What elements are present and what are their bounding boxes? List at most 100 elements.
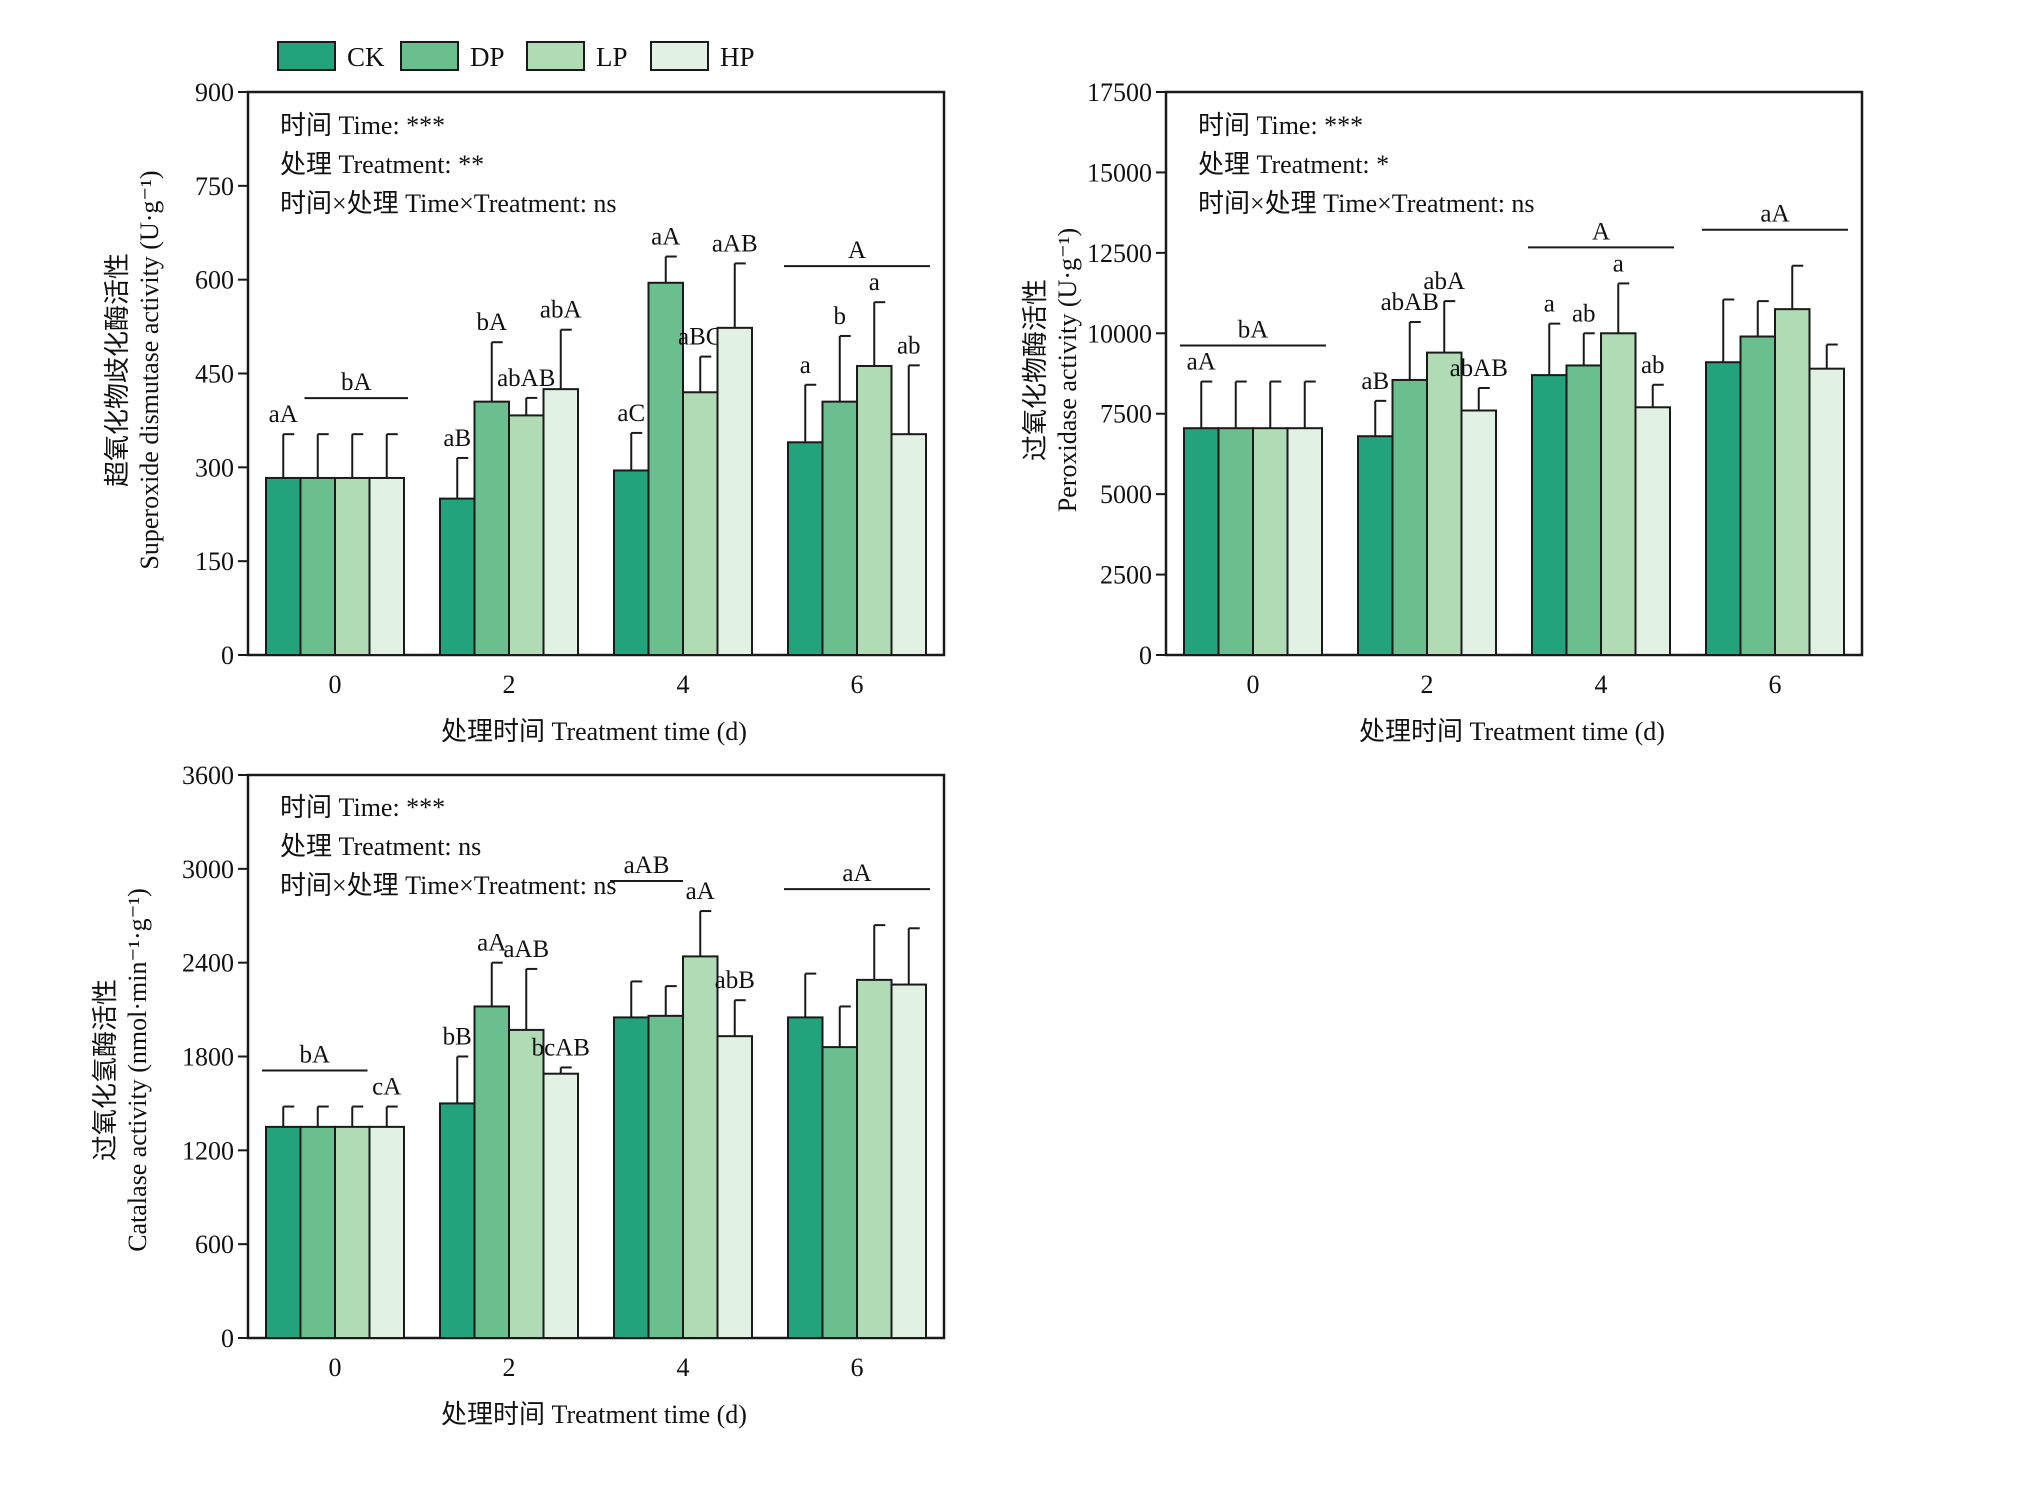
legend-swatch-ck <box>277 41 336 71</box>
chart-3-group-label: aAB <box>624 852 670 879</box>
chart-2-bar-hp <box>1808 367 1845 656</box>
chart-2-plot-frame <box>1164 90 1864 657</box>
chart-3-y-tick-label: 1200 <box>182 1136 234 1165</box>
chart-1-bar-dp <box>473 400 510 656</box>
chart-2-bar-hp <box>1460 409 1497 656</box>
chart-1-y-tick-label: 300 <box>195 453 234 482</box>
chart-1-bar-lp <box>334 476 371 656</box>
chart-3-bar-dp <box>473 1005 510 1339</box>
chart-2-xlabel: 处理时间 Treatment time (d) <box>1359 717 1665 746</box>
chart-1-ylabel-en: Superoxide dismutase activity (U·g⁻¹) <box>135 170 164 569</box>
chart-2-y-tick-label: 10000 <box>1087 319 1152 348</box>
chart-2-bar-label: a <box>1544 291 1555 318</box>
chart-1-bar-hp <box>368 476 405 656</box>
chart-2-bar-hp <box>1634 406 1671 656</box>
chart-3-bar-label: bB <box>443 1024 472 1051</box>
chart-2-bar-label: ab <box>1572 300 1596 327</box>
chart-3-x-tick-label: 6 <box>851 1353 864 1382</box>
chart-1-x-tick-label: 0 <box>329 670 342 699</box>
chart-3-bar-label: aA <box>477 930 506 957</box>
chart-3-group-label: bA <box>299 1042 330 1069</box>
chart-2-bar-dp <box>1739 335 1776 656</box>
chart-2-y-tick-label: 12500 <box>1087 239 1152 268</box>
chart-2-bar-label: aB <box>1361 368 1389 395</box>
chart-1-bar-label: aB <box>443 425 471 452</box>
chart-1-group-label: bA <box>341 369 372 396</box>
chart-2-bar-hp <box>1286 427 1323 657</box>
chart-1-stat-interaction: 时间×处理 Time×Treatment: ns <box>280 189 617 218</box>
chart-1-bar-ck <box>613 469 650 657</box>
chart-2-bar-label: a <box>1613 250 1624 277</box>
chart-1-bar-dp <box>821 400 858 656</box>
chart-1-bar-hp <box>542 388 579 656</box>
chart-2-bar-ck <box>1705 361 1742 656</box>
chart-3-bar-hp <box>716 1035 753 1339</box>
chart-1-bar-ck <box>787 441 824 656</box>
chart-1-stat-time: 时间 Time: *** <box>280 111 445 140</box>
chart-3-ylabel-en: Catalase activity (nmol·min⁻¹·g⁻¹) <box>123 888 152 1252</box>
chart-2-ylabel-cn: 过氧化物酶活性 <box>1021 279 1050 461</box>
chart-1-bar-hp <box>716 326 753 656</box>
chart-2-bar-lp <box>1600 332 1637 656</box>
chart-3-y-tick-label: 2400 <box>182 949 234 978</box>
chart-1-y-tick-label: 450 <box>195 360 234 389</box>
chart-2-bar-lp <box>1252 427 1289 657</box>
legend-label-dp: DP <box>470 42 505 72</box>
chart-3-y-tick-label: 0 <box>221 1324 234 1353</box>
chart-1-bar-label: a <box>800 352 811 379</box>
chart-2-bar-ck <box>1531 374 1568 656</box>
chart-1-bar-lp <box>682 391 719 656</box>
chart-2-group-label: A <box>1592 218 1610 245</box>
chart-2-bar-label: abAB <box>1450 355 1508 382</box>
chart-3-bar-dp <box>647 1014 684 1339</box>
chart-1-y-tick-label: 150 <box>195 547 234 576</box>
chart-2-bar-ck <box>1183 427 1220 657</box>
chart-2-bar-label: aA <box>1187 349 1216 376</box>
chart-3-bar-lp <box>508 1028 545 1340</box>
chart-2-y-tick-label: 15000 <box>1087 158 1152 187</box>
chart-2-bar-lp <box>1774 308 1811 656</box>
chart-2-y-tick-label: 5000 <box>1100 480 1152 509</box>
chart-1-bar-ck <box>439 497 476 656</box>
chart-3-stat-treatment: 处理 Treatment: ns <box>280 832 481 861</box>
chart-3-stat-time: 时间 Time: *** <box>280 793 445 822</box>
chart-3-bar-label: aAB <box>503 936 549 963</box>
chart-2-stat-interaction: 时间×处理 Time×Treatment: ns <box>1198 189 1535 218</box>
chart-1-stat-treatment: 处理 Treatment: ** <box>280 150 484 179</box>
chart-3-bar-ck <box>265 1125 302 1339</box>
chart-2-y-tick-label: 0 <box>1139 641 1152 670</box>
chart-1-y-tick-label: 750 <box>195 172 234 201</box>
chart-1-bar-label: aA <box>269 401 298 428</box>
chart-1-bar-label: aBC <box>678 324 722 351</box>
chart-2-y-tick-label: 2500 <box>1100 561 1152 590</box>
chart-3-xlabel: 处理时间 Treatment time (d) <box>441 1400 747 1429</box>
legend: CK DP LP HP <box>277 41 755 72</box>
legend-swatch-hp <box>650 41 709 71</box>
chart-2-stat-treatment: 处理 Treatment: * <box>1198 150 1389 179</box>
chart-3-bar-label: bcAB <box>532 1034 590 1061</box>
chart-3-x-tick-label: 4 <box>677 1353 690 1382</box>
chart-1-x-tick-label: 4 <box>677 670 690 699</box>
chart-2-bar-label: abAB <box>1381 289 1439 316</box>
chart-1-x-tick-label: 6 <box>851 670 864 699</box>
chart-2-bar-dp <box>1565 364 1602 656</box>
chart-3-bar-dp <box>299 1125 336 1339</box>
chart-3-bar-label: aA <box>686 878 715 905</box>
chart-3-bar-label: abB <box>715 967 755 994</box>
chart-1-ylabel-cn: 超氧化物歧化酶活性 <box>103 253 132 487</box>
chart-1-bar-dp <box>299 476 336 656</box>
legend-label-hp: HP <box>720 42 755 72</box>
chart-1-bar-ck <box>265 476 302 656</box>
chart-2-ylabel-en: Peroxidase activity (U·g⁻¹) <box>1053 228 1082 512</box>
chart-1-bar-label: b <box>834 303 847 330</box>
chart-3-y-tick-label: 1800 <box>182 1043 234 1072</box>
chart-1-y-tick-label: 900 <box>195 78 234 107</box>
chart-1-bar-label: bA <box>476 309 507 336</box>
legend-label-lp: LP <box>596 42 628 72</box>
chart-2-bar-ck <box>1357 435 1394 656</box>
chart-1-bar-label: abA <box>540 297 582 324</box>
chart-3-bar-lp <box>334 1125 371 1339</box>
chart-3-y-tick-label: 3000 <box>182 855 234 884</box>
chart-1-bar-dp <box>647 281 684 656</box>
